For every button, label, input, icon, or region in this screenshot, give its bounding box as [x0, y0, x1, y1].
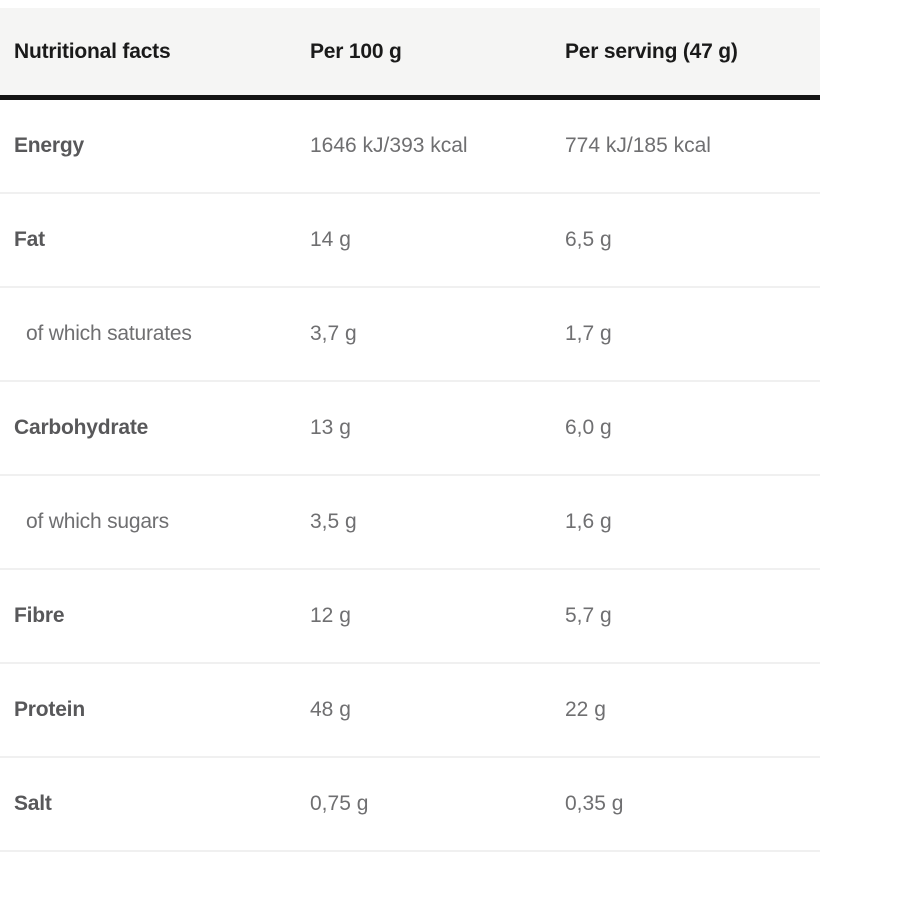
nutrition-facts-table: Nutritional facts Per 100 g Per serving …: [0, 8, 820, 852]
row-label: Salt: [14, 792, 52, 815]
row-value-per-serving: 1,7 g: [565, 322, 612, 345]
header-per-serving: Per serving (47 g): [565, 39, 738, 63]
row-value-per-100g: 13 g: [310, 416, 351, 439]
table-row-saturates: of which saturates 3,7 g 1,7 g: [0, 288, 820, 382]
row-value-per-100g: 12 g: [310, 604, 351, 627]
table-row-energy: Energy 1646 kJ/393 kcal 774 kJ/185 kcal: [0, 100, 820, 194]
table-row-protein: Protein 48 g 22 g: [0, 664, 820, 758]
row-value-per-100g: 48 g: [310, 698, 351, 721]
header-per-100g: Per 100 g: [310, 39, 402, 63]
row-label: of which saturates: [26, 322, 192, 345]
table-row-sugars: of which sugars 3,5 g 1,6 g: [0, 476, 820, 570]
table-row-carbohydrate: Carbohydrate 13 g 6,0 g: [0, 382, 820, 476]
row-label: of which sugars: [26, 510, 169, 533]
row-label: Fibre: [14, 604, 65, 627]
row-label: Carbohydrate: [14, 416, 149, 439]
row-value-per-100g: 3,7 g: [310, 322, 357, 345]
row-value-per-100g: 14 g: [310, 228, 351, 251]
header-nutritional-facts: Nutritional facts: [14, 39, 171, 63]
row-value-per-100g: 0,75 g: [310, 792, 369, 815]
row-value-per-serving: 22 g: [565, 698, 606, 721]
row-value-per-serving: 774 kJ/185 kcal: [565, 134, 711, 157]
row-value-per-serving: 6,0 g: [565, 416, 612, 439]
row-value-per-serving: 0,35 g: [565, 792, 624, 815]
table-header-row: Nutritional facts Per 100 g Per serving …: [0, 8, 820, 100]
table-row-fibre: Fibre 12 g 5,7 g: [0, 570, 820, 664]
row-label: Energy: [14, 134, 84, 157]
row-value-per-serving: 1,6 g: [565, 510, 612, 533]
table-row-salt: Salt 0,75 g 0,35 g: [0, 758, 820, 852]
row-label: Fat: [14, 228, 45, 251]
row-value-per-100g: 3,5 g: [310, 510, 357, 533]
row-value-per-100g: 1646 kJ/393 kcal: [310, 134, 468, 157]
table-row-fat: Fat 14 g 6,5 g: [0, 194, 820, 288]
row-value-per-serving: 5,7 g: [565, 604, 612, 627]
row-value-per-serving: 6,5 g: [565, 228, 612, 251]
row-label: Protein: [14, 698, 85, 721]
